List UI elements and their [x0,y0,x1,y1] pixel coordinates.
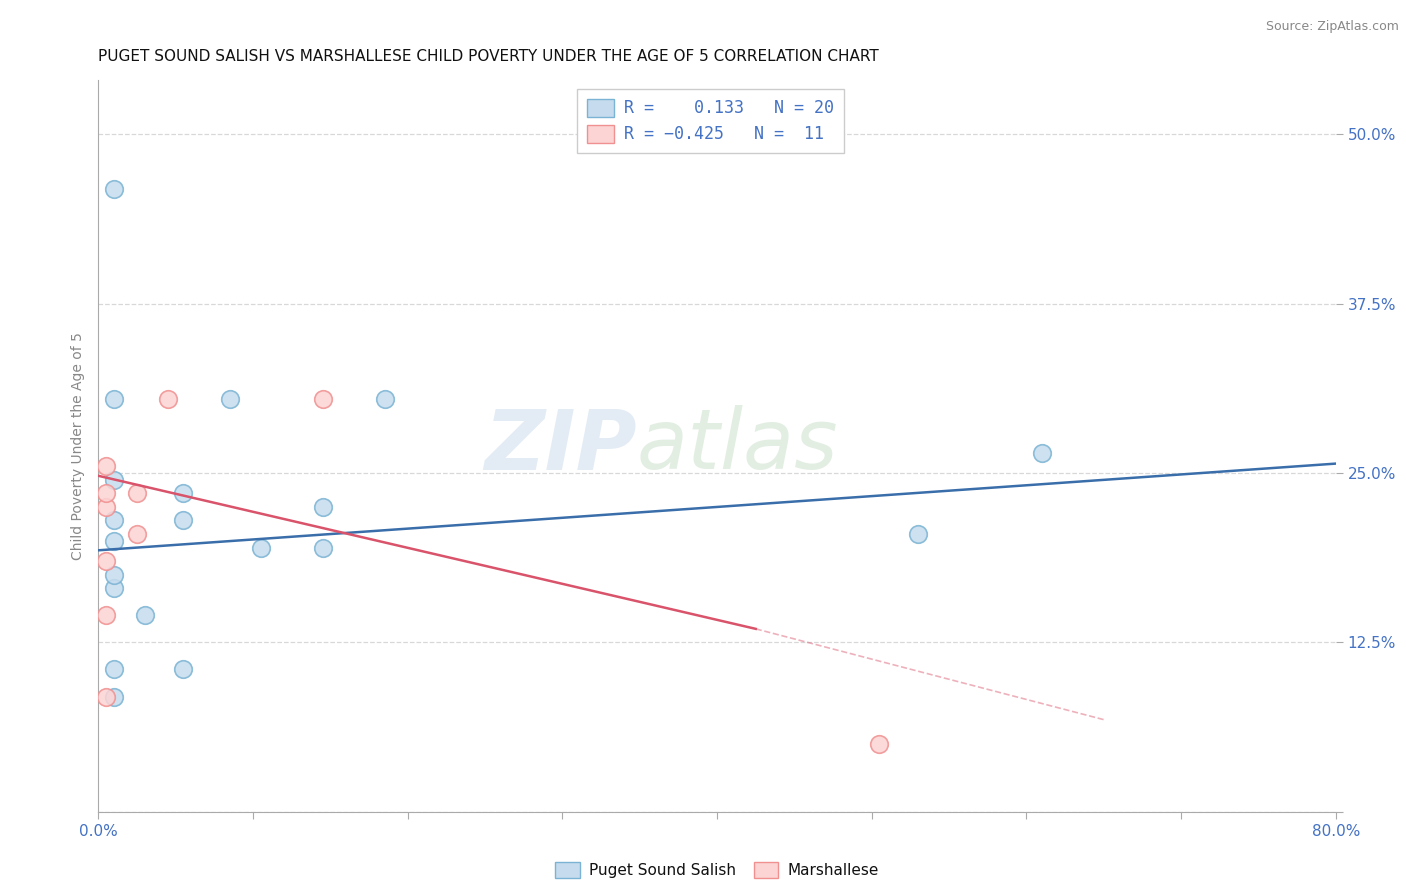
Point [103,581,125,595]
Point [127,486,149,500]
Text: ZIP: ZIP [484,406,637,486]
Point [96,486,118,500]
Point [134,608,156,623]
Point [219,392,242,406]
Point [96,459,118,474]
Point [172,486,194,500]
Point [103,514,125,528]
Point [312,500,335,514]
Point [172,663,194,677]
Point [127,527,149,541]
Point [96,690,118,704]
Point [312,392,335,406]
Point [103,181,125,195]
Point [157,392,180,406]
Point [103,690,125,704]
Point [96,608,118,623]
Point [96,554,118,568]
Point [374,392,396,406]
Text: PUGET SOUND SALISH VS MARSHALLESE CHILD POVERTY UNDER THE AGE OF 5 CORRELATION C: PUGET SOUND SALISH VS MARSHALLESE CHILD … [98,49,879,64]
Point [103,533,125,548]
Text: atlas: atlas [637,406,838,486]
Legend: Puget Sound Salish, Marshallese: Puget Sound Salish, Marshallese [548,856,886,885]
Point [103,392,125,406]
Point [96,500,118,514]
Point [103,473,125,487]
Point [103,567,125,582]
Point [103,663,125,677]
Point [1031,446,1053,460]
Y-axis label: Child Poverty Under the Age of 5: Child Poverty Under the Age of 5 [70,332,84,560]
Point [312,541,335,555]
Text: Source: ZipAtlas.com: Source: ZipAtlas.com [1265,20,1399,33]
Point [250,541,273,555]
Point [869,737,891,751]
Point [907,527,929,541]
Point [172,514,194,528]
